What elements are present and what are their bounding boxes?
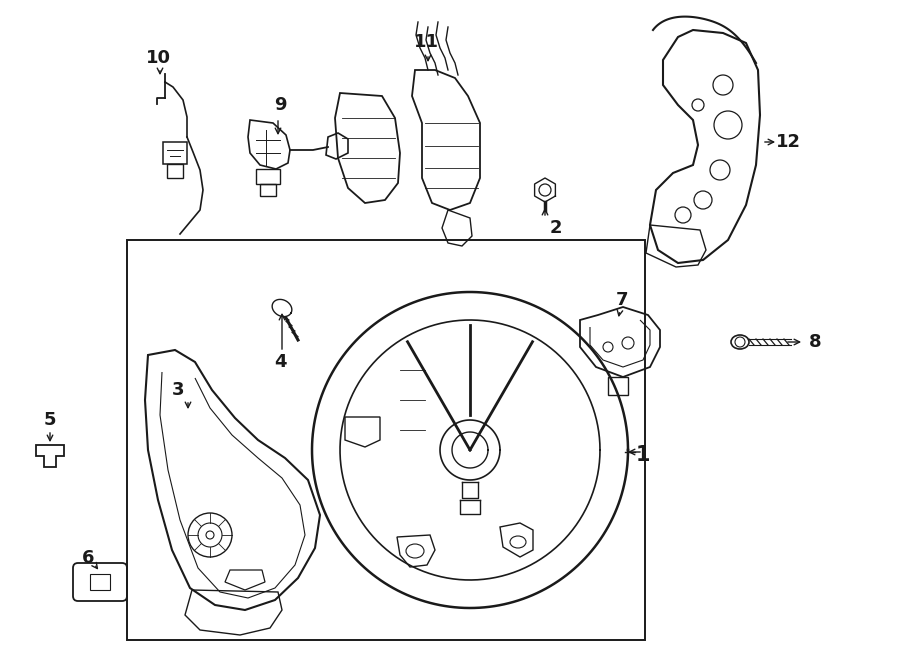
Text: 1: 1 [635, 445, 650, 465]
Bar [608, 377, 628, 395]
Text: 2: 2 [550, 219, 562, 237]
Text: 7: 7 [616, 291, 628, 309]
Text: 8: 8 [809, 333, 822, 351]
Text: 3: 3 [172, 381, 184, 399]
Text: 9: 9 [274, 96, 286, 114]
Text: 4: 4 [274, 353, 286, 371]
Bar [260, 184, 276, 196]
Text: 12: 12 [776, 133, 800, 151]
Bar [256, 169, 280, 184]
Bar [163, 142, 187, 164]
Text: 5: 5 [44, 411, 56, 429]
Text: 11: 11 [413, 33, 438, 51]
Text: 6: 6 [82, 549, 94, 567]
Bar [90, 574, 110, 590]
Bar [167, 164, 183, 178]
Text: 10: 10 [146, 49, 170, 67]
Bar [127, 240, 645, 640]
